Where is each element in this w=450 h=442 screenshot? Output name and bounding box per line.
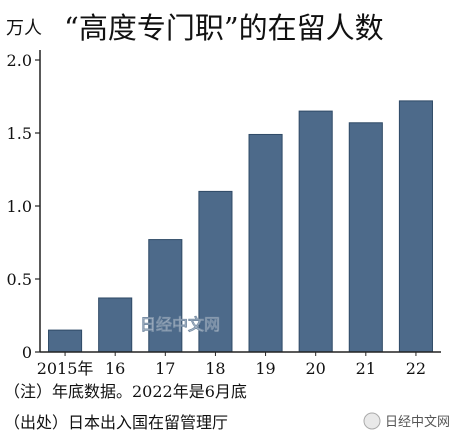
wechat-watermark: 日经中文网: [363, 412, 450, 430]
y-tick-label: 1.5: [7, 124, 32, 143]
bar: [148, 239, 183, 353]
x-tick-label: 2015年: [37, 359, 94, 378]
x-tick-label: 19: [255, 359, 275, 378]
bars: [48, 100, 433, 353]
bar: [248, 133, 283, 353]
x-tick-label: 17: [155, 359, 175, 378]
x-tick-label: 16: [105, 359, 125, 378]
x-tick-label: 20: [306, 359, 326, 378]
note-2: （出处）日本出入国在留管理厅: [4, 413, 228, 432]
bar: [198, 190, 233, 353]
y-tick-label: 1.0: [7, 197, 32, 216]
watermark: 日经中文网: [140, 315, 220, 334]
y-axis: 0 0.5 1.0 1.5 2.0: [7, 51, 40, 362]
x-tick-label: 22: [406, 359, 426, 378]
y-tick-label: 0.5: [7, 270, 32, 289]
bar: [48, 329, 83, 353]
wechat-icon: [363, 412, 381, 430]
bar: [98, 297, 133, 353]
y-tick-label: 2.0: [7, 51, 32, 70]
y-tick-label: 0: [22, 343, 32, 362]
wechat-watermark-text: 日经中文网: [385, 415, 450, 430]
chart-title: “高度专门职”的在留人数: [64, 11, 384, 45]
x-tick-label: 18: [205, 359, 225, 378]
x-axis-labels: 2015年 16 17 18 19 20 21 22: [37, 352, 426, 378]
bar: [398, 100, 433, 353]
x-tick-label: 21: [356, 359, 376, 378]
note-1: （注）年底数据。2022年是6月底: [4, 382, 247, 401]
bar: [298, 110, 333, 353]
bar: [348, 122, 383, 353]
unit-label: 万人: [6, 18, 42, 39]
